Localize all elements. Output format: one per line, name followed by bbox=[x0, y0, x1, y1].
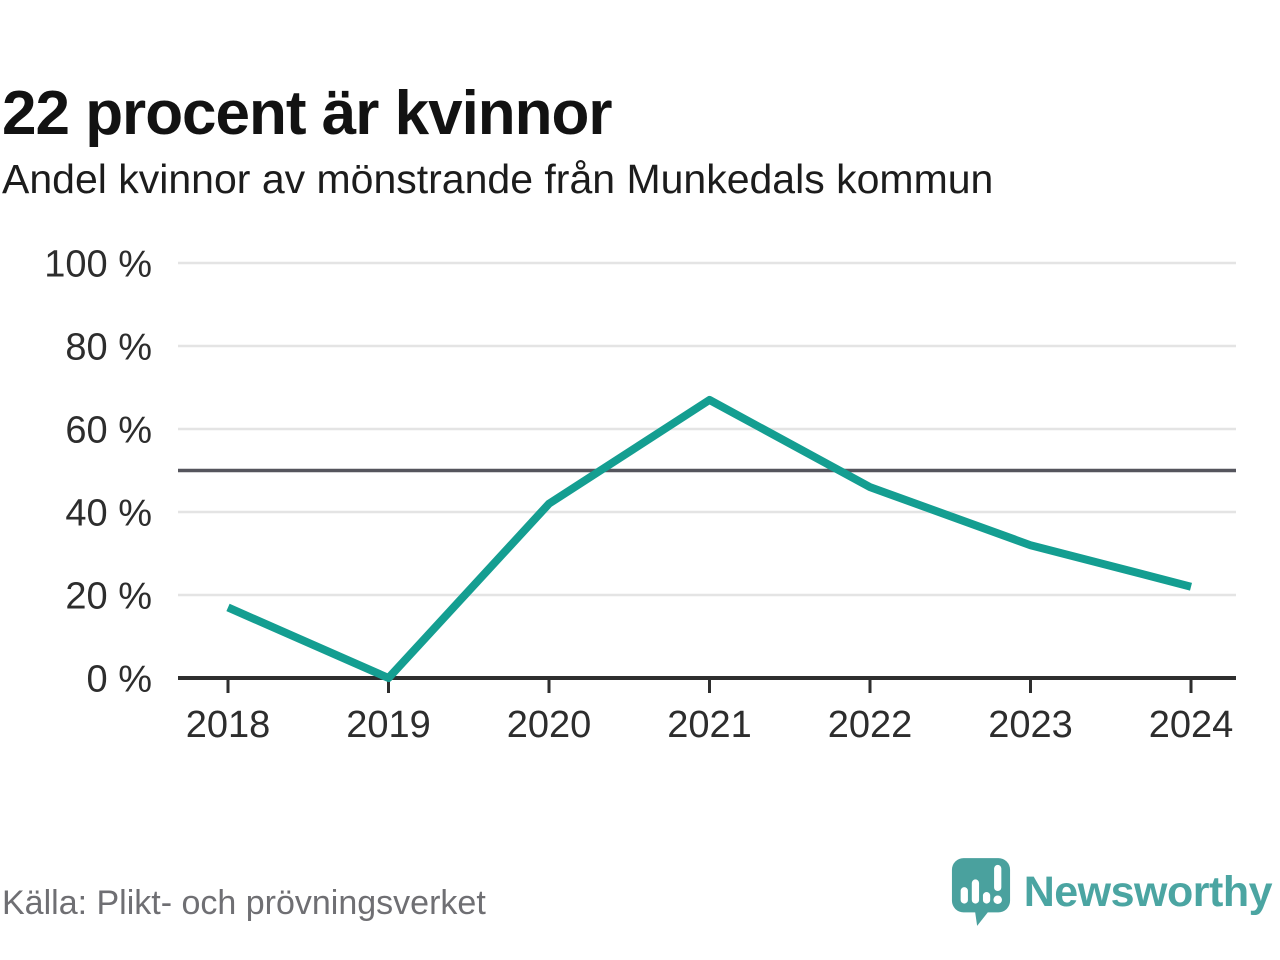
y-axis-tick-label: 60 % bbox=[65, 409, 152, 451]
data-line-series bbox=[226, 395, 1193, 682]
y-axis-tick-label: 0 % bbox=[87, 658, 152, 700]
x-axis-tick-label: 2019 bbox=[346, 704, 431, 746]
x-axis-tick-label: 2024 bbox=[1149, 704, 1234, 746]
x-axis-tick-label: 2022 bbox=[828, 704, 913, 746]
brand-wordmark: Newsworthy bbox=[1023, 867, 1273, 916]
source-caption: Källa: Plikt- och prövningsverket bbox=[2, 884, 486, 922]
x-axis-tick-label: 2020 bbox=[507, 704, 592, 746]
page-title: 22 procent är kvinnor bbox=[2, 78, 613, 148]
x-axis-tick-label: 2021 bbox=[667, 704, 752, 746]
line-chart: 0 % 20 % 40 % 60 % 80 % 100 % 2018 2019 2020 2021… bbox=[44, 243, 1236, 746]
chart-subtitle: Andel kvinnor av mönstrande från Munkeda… bbox=[2, 156, 994, 202]
y-axis-tick-label: 80 % bbox=[65, 326, 152, 368]
y-axis-tick-label: 40 % bbox=[65, 492, 152, 534]
x-axis-tick-label: 2023 bbox=[988, 704, 1073, 746]
x-axis-tick-label: 2018 bbox=[186, 704, 271, 746]
newsworthy-logo-icon bbox=[951, 858, 1010, 926]
brand-logo: Newsworthy bbox=[950, 856, 1273, 928]
y-axis-tick-label: 20 % bbox=[65, 575, 152, 617]
y-axis-tick-label: 100 % bbox=[44, 243, 152, 285]
